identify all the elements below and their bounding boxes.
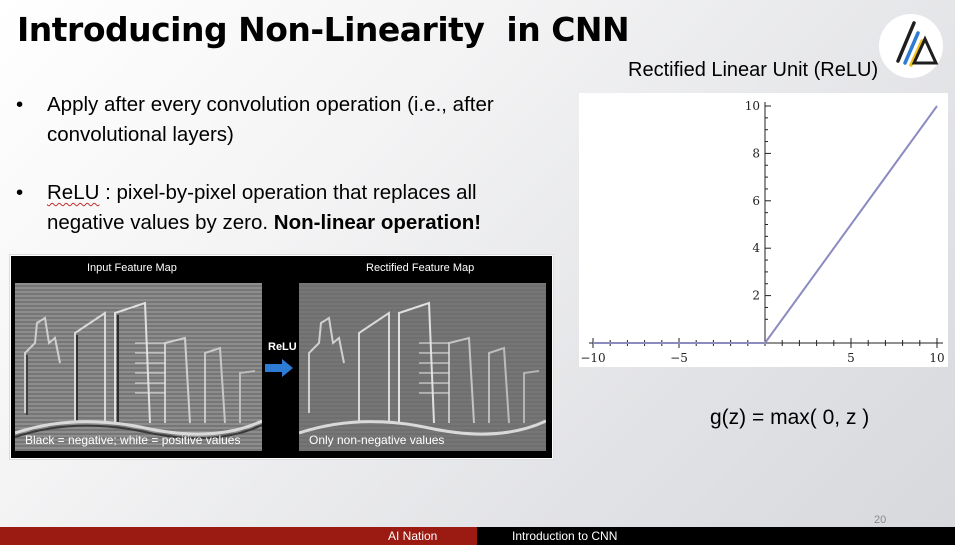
- input-map-caption: Black = negative; white = positive value…: [25, 433, 241, 447]
- bullet-item: • ReLU : pixel-by-pixel operation that r…: [14, 178, 574, 238]
- bullet-text: Apply after every convolution operation …: [47, 93, 494, 116]
- x-tick-label: −5: [670, 351, 688, 365]
- rectified-map-caption: Only non-negative values: [309, 433, 445, 447]
- chart-heading-text: Rectified Linear Unit (ReLU): [628, 59, 879, 81]
- relu-term: ReLU: [47, 181, 100, 204]
- footer-right-band: Introduction to CNN: [477, 527, 955, 545]
- bullet-text: : pixel-by-pixel operation that replaces…: [99, 181, 477, 204]
- chart-heading: Rectified Linear Unit (ReLU): [628, 59, 878, 82]
- relu-formula: g(z) = max( 0, z ): [710, 406, 870, 429]
- logo-icon: [878, 13, 944, 79]
- relu-arrow-label: ReLU: [268, 341, 297, 353]
- y-tick-label: 2: [752, 289, 760, 303]
- slide-title: Introducing Non-Linearity in CNN: [17, 10, 630, 49]
- input-map-label: Input Feature Map: [87, 262, 177, 274]
- x-tick-label: −10: [580, 351, 605, 365]
- x-tick-label: 10: [929, 351, 944, 365]
- bullet-text: negative values by zero.: [47, 211, 274, 234]
- bullet-text: convolutional layers): [47, 123, 234, 146]
- y-tick-label: 8: [752, 146, 760, 160]
- right-arrow-icon: [264, 358, 294, 383]
- feature-map-figure: Input Feature Map Rectified Feature Map: [10, 255, 553, 459]
- bullet-emphasis: Non-linear operation!: [273, 211, 482, 234]
- bullet-dot-icon: •: [16, 93, 24, 116]
- rectified-feature-map-image: Only non-negative values: [299, 283, 546, 451]
- y-tick-label: 6: [752, 194, 760, 208]
- footer-right-text: Introduction to CNN: [512, 529, 618, 543]
- relu-chart-svg: −10 −5 5 10 2 4 6 8 10: [580, 99, 944, 365]
- footer-bar: AI Nation Introduction to CNN: [0, 527, 955, 545]
- y-tick-label: 10: [745, 99, 760, 113]
- footer-left-band: AI Nation: [0, 527, 477, 545]
- relu-chart: −10 −5 5 10 2 4 6 8 10: [579, 93, 948, 367]
- rectified-map-label: Rectified Feature Map: [366, 262, 475, 274]
- footer-left-text: AI Nation: [388, 529, 438, 543]
- bullet-list: • Apply after every convolution operatio…: [14, 90, 574, 266]
- input-feature-map-image: Black = negative; white = positive value…: [15, 283, 262, 451]
- bullet-item: • Apply after every convolution operatio…: [14, 90, 574, 150]
- page-number: 20: [874, 514, 887, 526]
- y-tick-label: 4: [752, 241, 760, 255]
- x-tick-label: 5: [847, 351, 855, 365]
- bullet-dot-icon: •: [16, 181, 24, 204]
- relu-series-line: [593, 105, 938, 344]
